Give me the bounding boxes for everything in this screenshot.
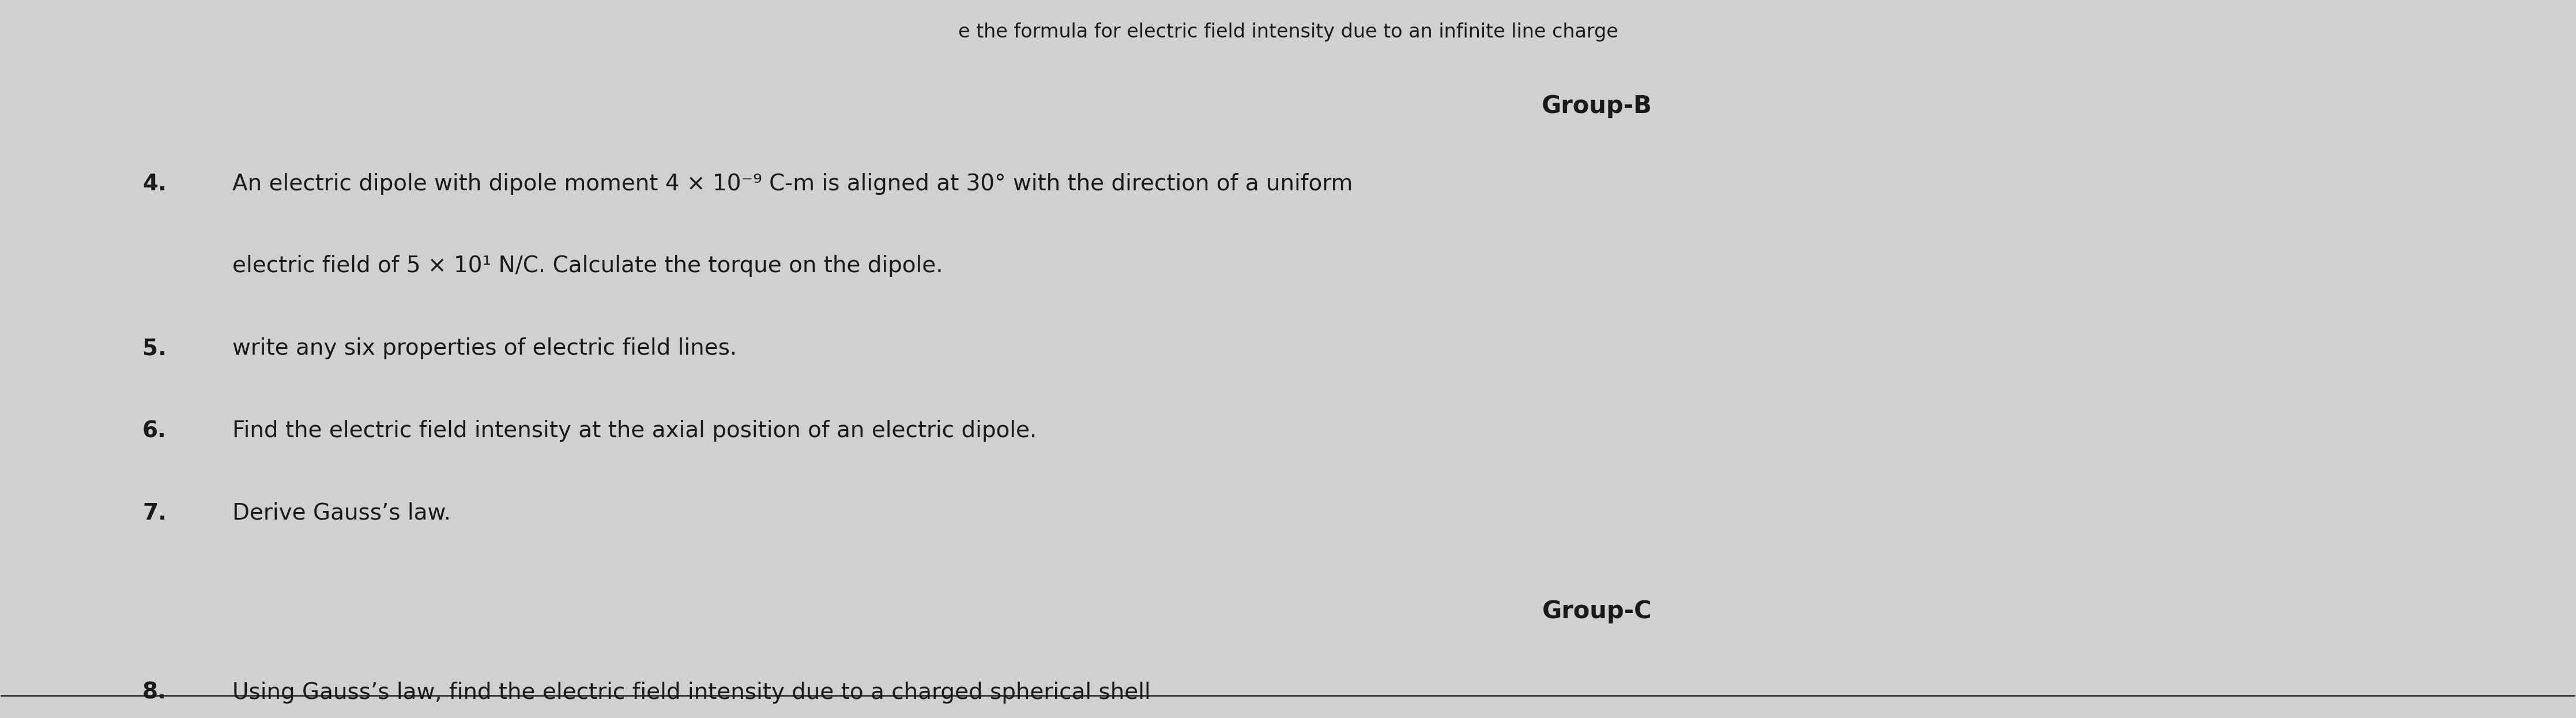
Text: Group-B: Group-B	[1540, 94, 1651, 118]
Text: 7.: 7.	[142, 503, 167, 524]
Text: Group-C: Group-C	[1543, 599, 1651, 623]
Text: 6.: 6.	[142, 420, 167, 442]
Text: Find the electric field intensity at the axial position of an electric dipole.: Find the electric field intensity at the…	[232, 420, 1038, 442]
Text: 5.: 5.	[142, 337, 167, 360]
Text: e the formula for electric field intensity due to an infinite line charge: e the formula for electric field intensi…	[958, 22, 1618, 42]
Text: electric field of 5 × 10¹ N/C. Calculate the torque on the dipole.: electric field of 5 × 10¹ N/C. Calculate…	[232, 255, 943, 277]
Text: Derive Gauss’s law.: Derive Gauss’s law.	[232, 503, 451, 524]
Text: 8.: 8.	[142, 681, 167, 704]
Text: An electric dipole with dipole moment 4 × 10⁻⁹ C-m is aligned at 30° with the di: An electric dipole with dipole moment 4 …	[232, 173, 1352, 195]
Text: 4.: 4.	[142, 173, 167, 195]
Text: Using Gauss’s law, find the electric field intensity due to a charged spherical : Using Gauss’s law, find the electric fie…	[232, 681, 1151, 704]
Text: write any six properties of electric field lines.: write any six properties of electric fie…	[232, 337, 737, 360]
